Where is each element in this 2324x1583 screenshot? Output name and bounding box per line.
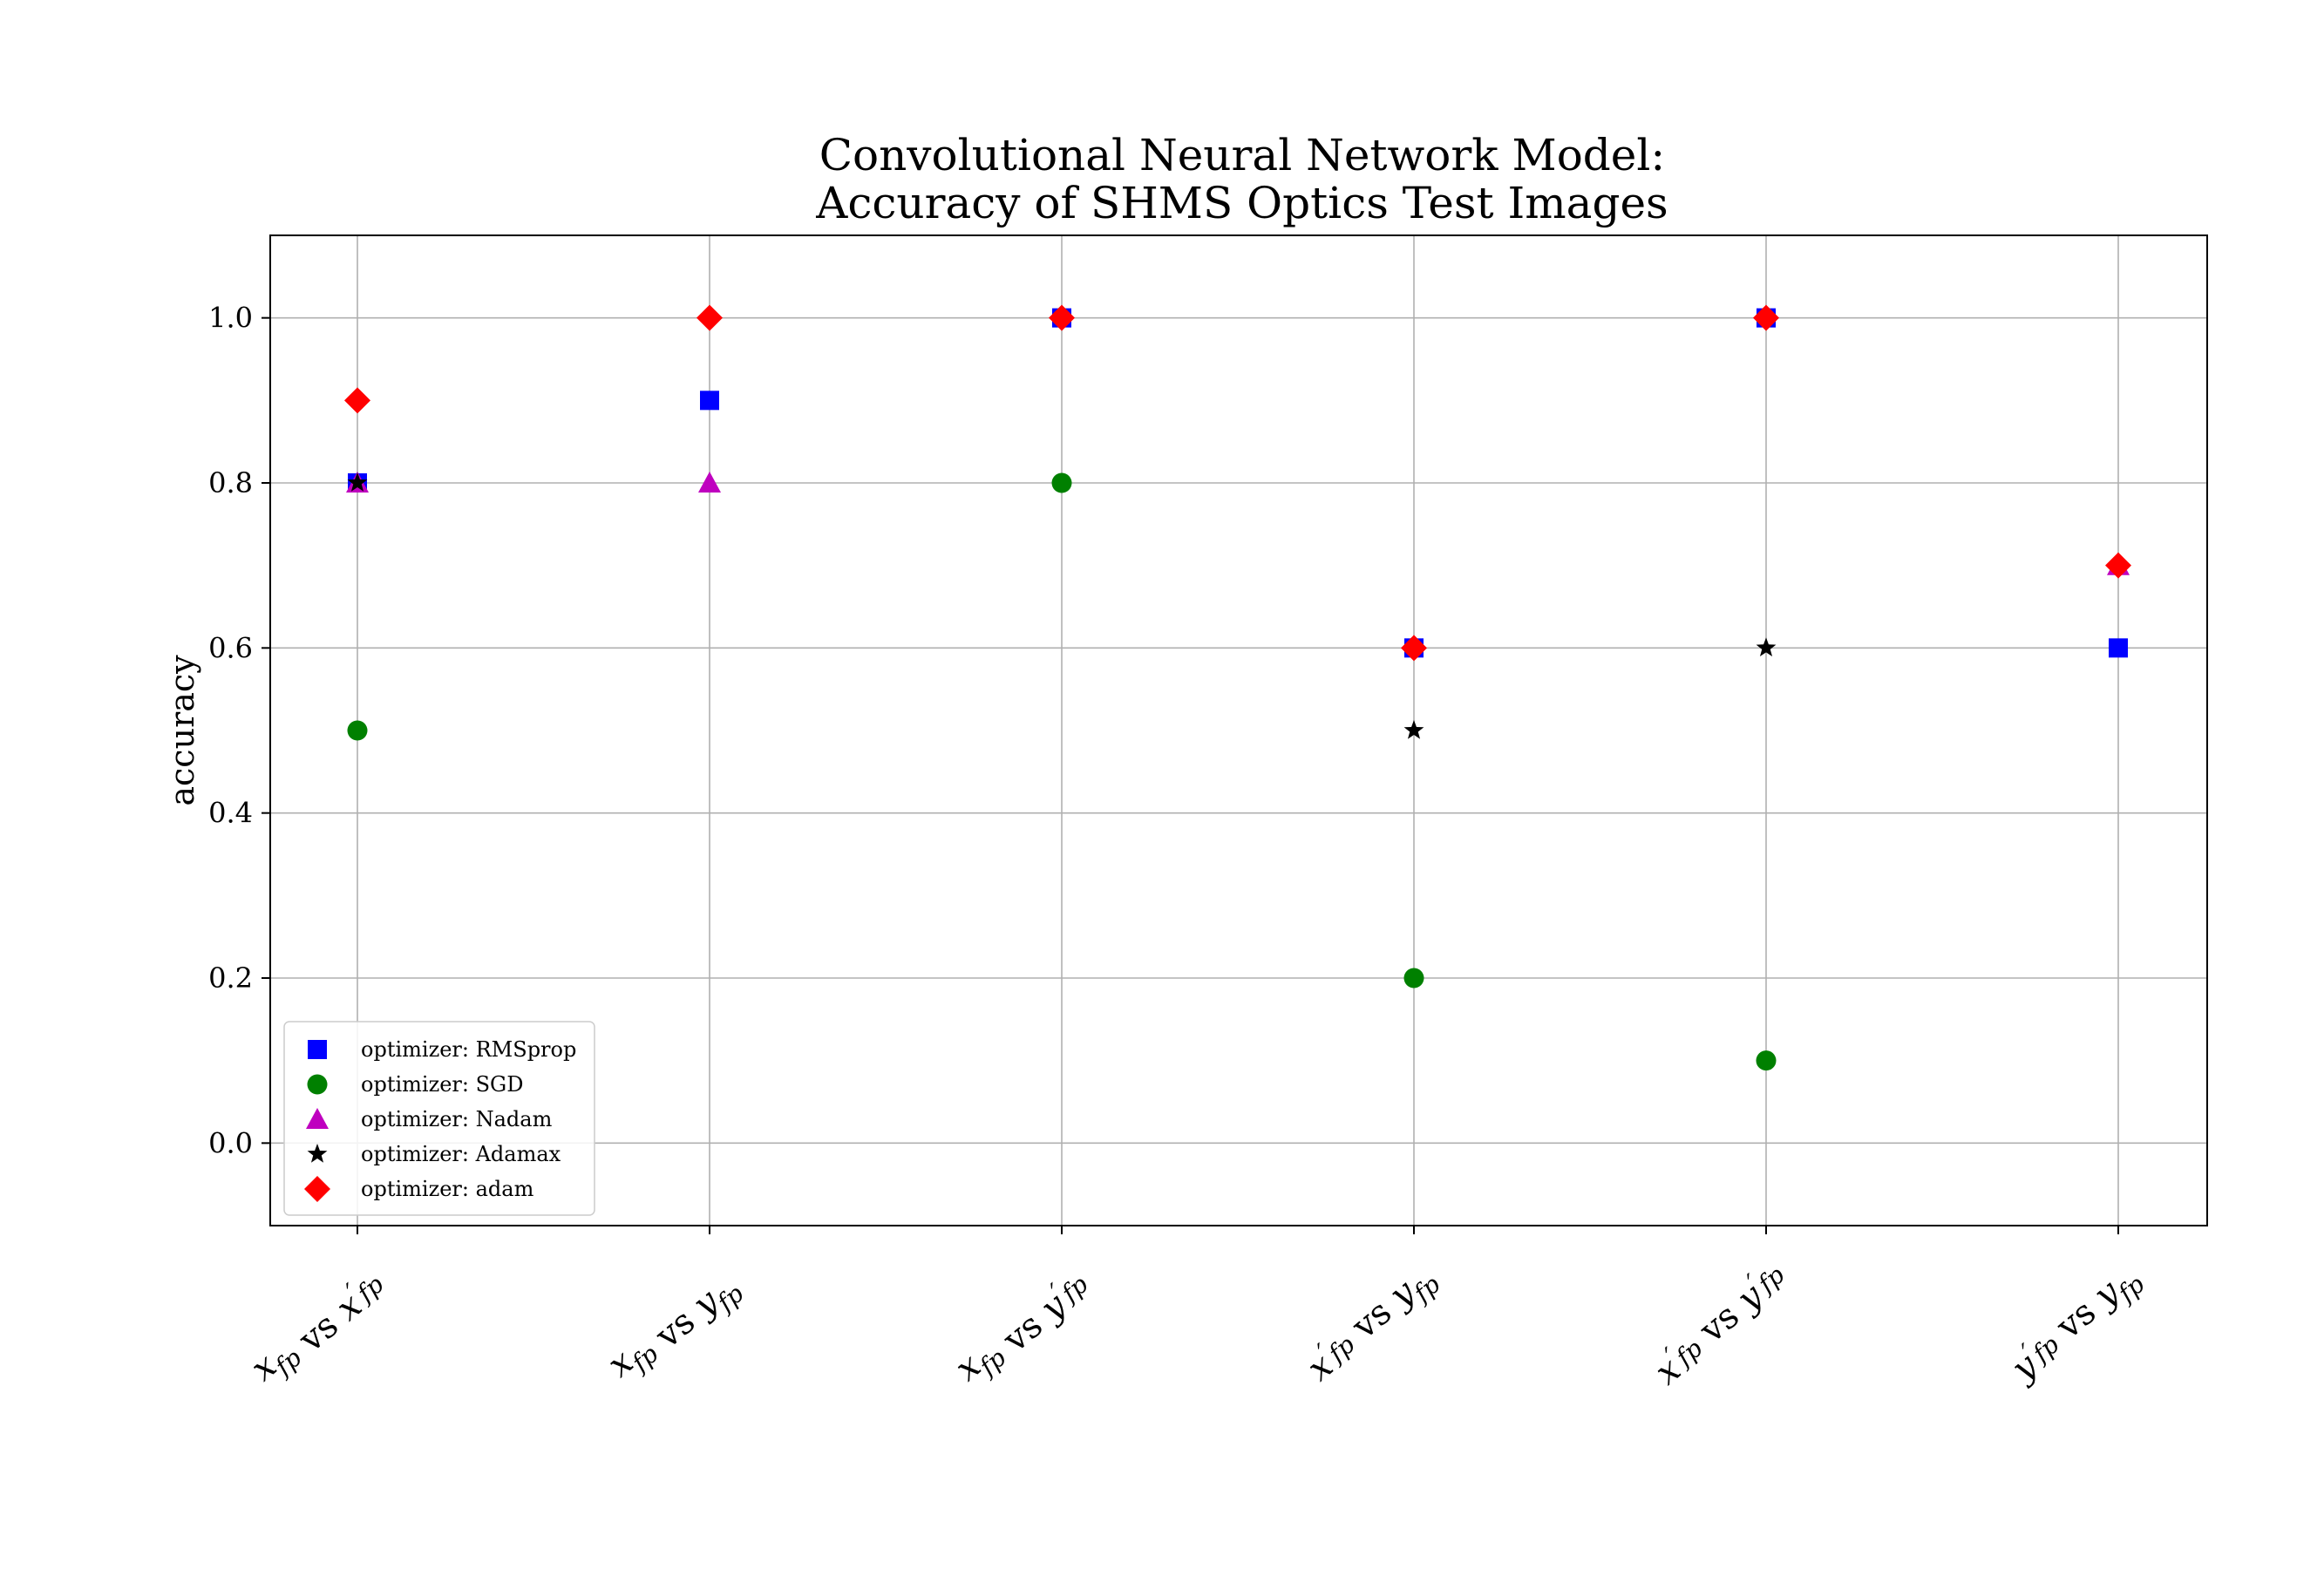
data-point-diamond <box>344 387 370 414</box>
legend-label: optimizer: SGD <box>361 1072 523 1097</box>
x-axis: xfp vs x′fp xfp vs yfp xfp vs y′fp x′fp vs … <box>243 1226 2150 1396</box>
data-point-star <box>1756 637 1777 657</box>
legend-marker-circle <box>307 1074 328 1095</box>
x-tick-label: xfp vs y′fp <box>948 1259 1097 1396</box>
legend-marker-diamond <box>304 1176 330 1202</box>
x-tick-label: x′fp vs yfp <box>1297 1256 1445 1391</box>
data-point-square <box>700 391 719 411</box>
y-tick-label: 0.6 <box>208 631 253 664</box>
legend-marker-square <box>308 1040 327 1059</box>
data-point-circle <box>347 720 368 741</box>
data-points <box>344 304 2131 1071</box>
chart-title: Convolutional Neural Network Model: Accu… <box>815 130 1668 228</box>
legend-label: optimizer: Adamax <box>361 1142 561 1166</box>
gridlines <box>270 235 2207 1226</box>
data-point-diamond <box>1049 304 1075 331</box>
x-tick-label: y′fp vs yfp <box>2000 1256 2150 1393</box>
data-point-circle <box>1756 1050 1777 1071</box>
data-point-circle <box>1403 968 1424 989</box>
legend-label: optimizer: Nadam <box>361 1107 553 1131</box>
data-point-triangle <box>698 472 721 493</box>
y-axis-label: accuracy <box>163 655 201 806</box>
legend-box <box>283 1021 595 1216</box>
plot-frame <box>269 234 2208 1226</box>
y-axis: 0.0 0.2 0.4 0.6 0.8 1.0 <box>208 302 270 1159</box>
data-point-circle <box>1051 472 1072 493</box>
legend: optimizer: RMSprop optimizer: SGD optimize… <box>283 1021 595 1216</box>
data-point-diamond <box>697 304 723 331</box>
x-tick-label: xfp vs yfp <box>600 1259 749 1396</box>
data-point-diamond <box>1753 304 1779 331</box>
y-tick-label: 0.4 <box>208 797 253 830</box>
x-tick-label: x′fp vs y′fp <box>1642 1253 1796 1392</box>
y-tick-label: 1.0 <box>208 302 253 335</box>
data-point-square <box>2109 638 2128 658</box>
legend-label: optimizer: adam <box>361 1177 534 1201</box>
data-point-diamond <box>1401 635 1427 662</box>
data-point-star <box>347 472 368 492</box>
legend-marker-star <box>307 1144 328 1163</box>
data-point-star <box>1403 720 1424 739</box>
legend-label: optimizer: RMSprop <box>361 1037 576 1062</box>
legend-marker-triangle <box>306 1108 329 1130</box>
data-point-diamond <box>2105 552 2131 579</box>
chart-title-line-2: Accuracy of SHMS Optics Test Images <box>815 178 1668 228</box>
y-tick-label: 0.8 <box>208 466 253 499</box>
y-tick-label: 0.2 <box>208 961 253 995</box>
x-tick-label: xfp vs x′fp <box>243 1259 393 1396</box>
chart-title-line-1: Convolutional Neural Network Model: <box>819 130 1665 180</box>
y-tick-label: 0.0 <box>208 1126 253 1159</box>
